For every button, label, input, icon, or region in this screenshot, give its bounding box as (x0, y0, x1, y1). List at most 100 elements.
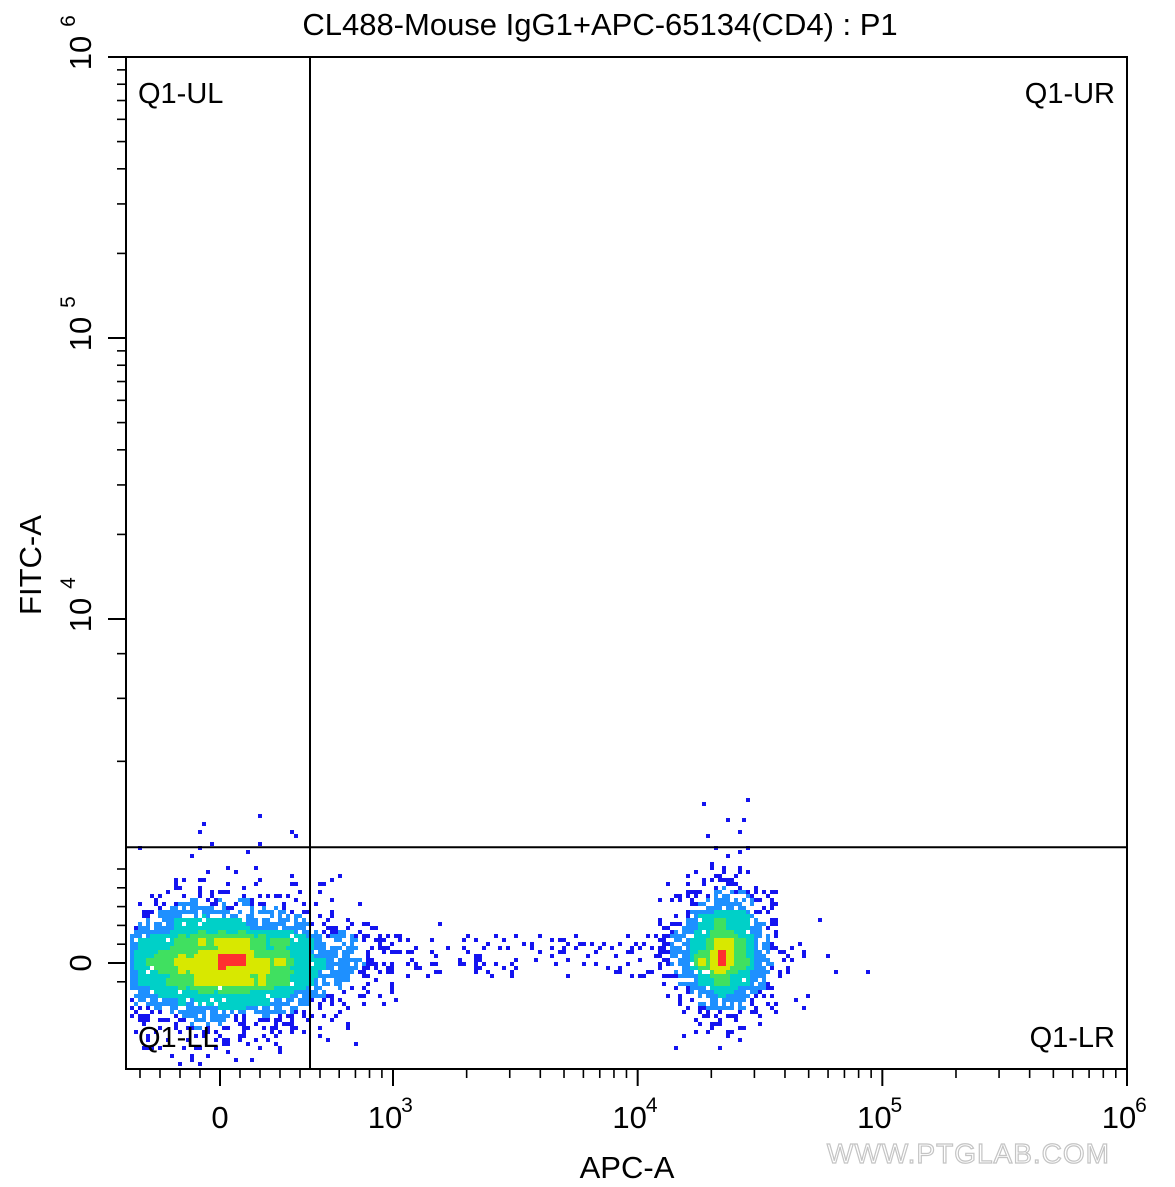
event-dot (742, 990, 746, 994)
event-dot (738, 922, 742, 926)
event-dot (258, 946, 262, 950)
event-dot (286, 1014, 290, 1018)
event-dot (238, 922, 242, 926)
event-dot (202, 946, 206, 950)
event-dot (170, 946, 174, 950)
event-dot (322, 942, 326, 946)
event-dot (162, 926, 166, 930)
event-dot (242, 1006, 246, 1010)
event-dot (678, 938, 682, 942)
event-dot (742, 1026, 746, 1030)
event-dot (238, 930, 242, 934)
event-dot (774, 918, 778, 922)
event-dot (174, 886, 178, 890)
event-dot (726, 1006, 730, 1010)
event-dot (278, 966, 282, 970)
event-dot (206, 926, 210, 930)
event-dot (166, 978, 170, 982)
event-dot (726, 898, 730, 902)
event-dot (742, 998, 746, 1002)
event-dot (314, 954, 318, 958)
event-dot (158, 962, 162, 966)
event-dot (718, 1006, 722, 1010)
event-dot (170, 1006, 174, 1010)
event-dot (278, 918, 282, 922)
event-dot (386, 970, 390, 974)
event-dot (330, 950, 334, 954)
event-dot (150, 974, 154, 978)
event-dot (182, 978, 186, 982)
event-dot (142, 930, 146, 934)
event-dot (754, 966, 758, 970)
event-dot (246, 998, 250, 1002)
event-dot (338, 986, 342, 990)
event-dot (250, 990, 254, 994)
event-dot (186, 930, 190, 934)
event-dot (670, 942, 674, 946)
event-dot (302, 998, 306, 1002)
event-dot (462, 946, 466, 950)
event-dot (266, 978, 270, 982)
event-dot (210, 1018, 214, 1022)
event-dot (298, 914, 302, 918)
event-dot (286, 918, 290, 922)
event-dot (386, 946, 390, 950)
event-dot (462, 962, 466, 966)
event-dot (274, 1034, 278, 1038)
event-dot (678, 1002, 682, 1006)
event-dot (218, 890, 222, 894)
event-dot (194, 946, 198, 950)
event-dot (198, 986, 202, 990)
event-dot (254, 986, 258, 990)
event-dot (778, 974, 782, 978)
event-dot (158, 934, 162, 938)
event-dot (322, 882, 326, 886)
event-dot (538, 950, 542, 954)
event-dot (274, 1042, 278, 1046)
event-dot (674, 946, 678, 950)
event-dot (198, 990, 202, 994)
event-dot (186, 918, 190, 922)
event-dot (178, 926, 182, 930)
event-dot (694, 870, 698, 874)
event-dot (206, 910, 210, 914)
event-dot (282, 966, 286, 970)
event-dot (182, 906, 186, 910)
event-dot (702, 918, 706, 922)
event-dot (262, 906, 266, 910)
event-dot (174, 946, 178, 950)
event-dot (222, 930, 226, 934)
event-dot (266, 990, 270, 994)
event-dot (738, 994, 742, 998)
event-dot (342, 954, 346, 958)
event-dot (754, 946, 758, 950)
event-dot (246, 898, 250, 902)
event-dot (674, 922, 678, 926)
event-dot (346, 1022, 350, 1026)
event-dot (166, 986, 170, 990)
event-dot (774, 934, 778, 938)
event-dot (362, 974, 366, 978)
event-dot (694, 966, 698, 970)
event-dot (294, 982, 298, 986)
event-dot (194, 914, 198, 918)
event-dot (162, 966, 166, 970)
event-dot (158, 970, 162, 974)
event-dot (226, 998, 230, 1002)
event-dot (550, 954, 554, 958)
event-dot (730, 890, 734, 894)
event-dot (206, 918, 210, 922)
event-dot (754, 990, 758, 994)
event-dot (326, 918, 330, 922)
event-dot (758, 934, 762, 938)
event-dot (430, 950, 434, 954)
event-dot (434, 954, 438, 958)
event-dot (530, 946, 534, 950)
event-dot (146, 986, 150, 990)
event-dot (166, 990, 170, 994)
event-dot (466, 934, 470, 938)
event-dot (246, 994, 250, 998)
event-dot (258, 1046, 262, 1050)
event-dot (702, 882, 706, 886)
event-dot (626, 950, 630, 954)
